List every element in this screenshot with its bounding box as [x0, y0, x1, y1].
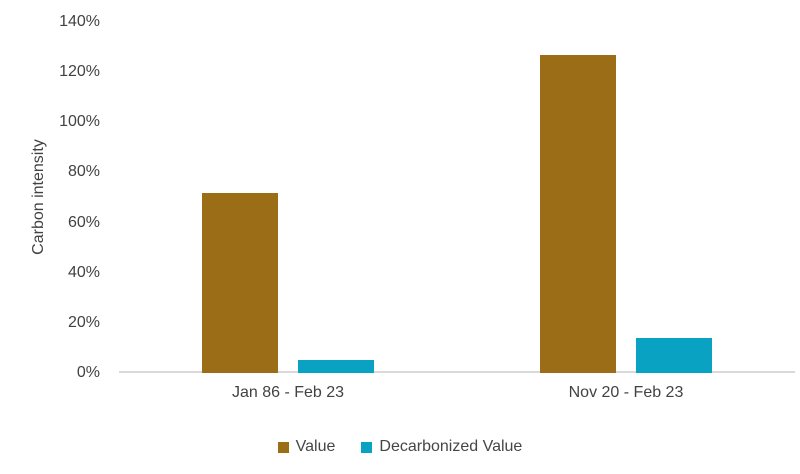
bar-groups: [119, 22, 795, 373]
legend-swatch-icon: [277, 441, 289, 453]
y-tick-label: 40%: [67, 263, 100, 281]
y-tick-label: 140%: [59, 13, 100, 30]
x-category-label: Jan 86 - Feb 23: [231, 384, 345, 401]
plot-area: [119, 22, 795, 373]
x-axis-labels: Jan 86 - Feb 23 Nov 20 - Feb 23: [119, 384, 795, 402]
bar-value: [202, 192, 278, 373]
legend-label: Value: [295, 438, 336, 455]
y-tick-label: 20%: [67, 313, 100, 331]
y-tick-label: 0%: [76, 364, 100, 381]
y-tick-label: 100%: [59, 113, 100, 131]
bar-group-nov-20-feb-23: [457, 22, 795, 373]
bar-value: [540, 54, 616, 373]
bar-decarbonized-value: [298, 360, 374, 373]
legend: Value Decarbonized Value: [0, 438, 800, 456]
legend-swatch-icon: [361, 441, 373, 453]
bar-decarbonized-value: [636, 337, 712, 373]
legend-item-decarbonized-value: Decarbonized Value: [361, 438, 522, 456]
bar-group-jan-86-feb-23: [119, 22, 457, 373]
legend-item-value: Value: [277, 438, 336, 456]
x-category-label: Nov 20 - Feb 23: [568, 384, 684, 401]
y-tick-label: 80%: [67, 163, 100, 181]
y-tick-label: 60%: [67, 213, 100, 231]
x-axis-line: [119, 371, 795, 373]
legend-label: Decarbonized Value: [379, 438, 523, 455]
y-tick-label: 120%: [59, 63, 100, 81]
y-axis-tick-labels: 0% 20% 40% 60% 80% 100% 120% 140%: [0, 13, 100, 381]
